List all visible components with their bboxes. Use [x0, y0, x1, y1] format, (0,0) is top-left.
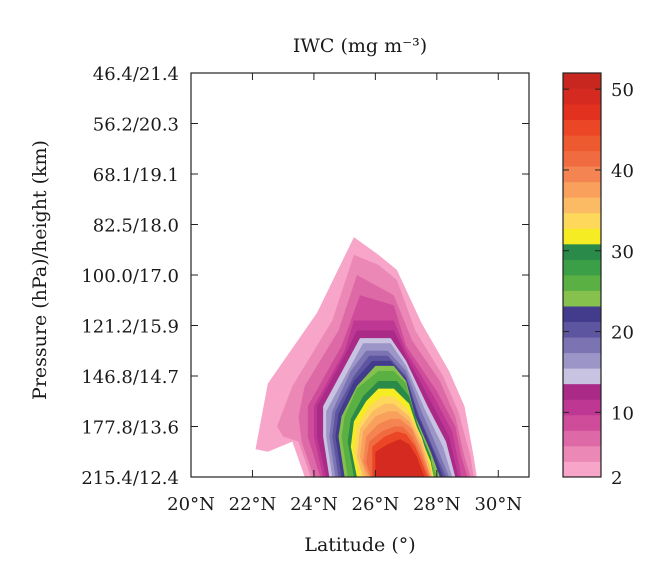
colorbar-tick-label: 30: [611, 242, 634, 263]
colorbar-swatch: [563, 212, 601, 229]
colorbar-swatch: [563, 445, 601, 462]
colorbar-tick-label: 20: [611, 323, 634, 344]
x-tick-label: 26°N: [352, 494, 400, 515]
colorbar-swatch: [563, 243, 601, 260]
colorbar-swatch: [563, 197, 601, 214]
colorbar-swatch: [563, 73, 601, 89]
colorbar: 2 10 20 30 40 50: [562, 72, 634, 489]
x-tick-label: 20°N: [167, 494, 215, 515]
colorbar-swatch: [563, 150, 601, 167]
contour-level-48: [375, 439, 425, 477]
colorbar-swatch: [563, 290, 601, 307]
colorbar-swatch: [563, 461, 601, 478]
x-tick-label: 28°N: [413, 494, 461, 515]
y-axis: 46.4/21.4 56.2/20.3 68.1/19.1 82.5/18.0 100.…: [81, 64, 529, 489]
x-axis-label: Latitude (°): [304, 534, 415, 556]
colorbar-swatch: [563, 306, 601, 323]
colorbar-swatch: [563, 228, 601, 245]
contour-fills: [255, 237, 477, 477]
colorbar-swatch: [563, 321, 601, 338]
colorbar-swatch: [563, 368, 601, 385]
colorbar-tick-label: 40: [611, 161, 634, 182]
colorbar-swatch: [563, 430, 601, 447]
colorbar-swatch: [563, 337, 601, 354]
y-axis-label: Pressure (hPa)/height (km): [29, 140, 51, 400]
colorbar-swatch: [563, 383, 601, 400]
y-tick-label: 121.2/15.9: [81, 317, 179, 338]
x-tick-label: 22°N: [229, 494, 277, 515]
y-tick-label: 56.2/20.3: [93, 115, 179, 136]
colorbar-tick-label: 2: [611, 468, 622, 489]
colorbar-swatch: [563, 166, 601, 183]
chart-title: IWC (mg m⁻³): [293, 35, 427, 57]
colorbar-swatch: [563, 88, 601, 105]
colorbar-swatch: [563, 181, 601, 198]
x-axis: 20°N 22°N 24°N 26°N 28°N 30°N: [167, 73, 522, 515]
x-tick-label: 24°N: [290, 494, 338, 515]
colorbar-swatch: [563, 399, 601, 416]
y-tick-label: 68.1/19.1: [93, 165, 179, 186]
colorbar-swatch: [563, 119, 601, 136]
colorbar-tick-label: 10: [611, 403, 634, 424]
colorbar-swatch: [563, 414, 601, 431]
colorbar-swatch: [563, 135, 601, 152]
colorbar-frame: [562, 72, 602, 478]
colorbar-swatch: [563, 352, 601, 369]
y-tick-label: 82.5/18.0: [93, 216, 179, 237]
colorbar-swatch: [563, 104, 601, 121]
x-tick-label: 30°N: [474, 494, 522, 515]
y-tick-label: 146.8/14.7: [81, 367, 179, 388]
colorbar-swatch: [563, 275, 601, 291]
colorbar-tick-label: 50: [611, 80, 634, 101]
y-tick-label: 215.4/12.4: [81, 468, 179, 489]
y-tick-label: 46.4/21.4: [93, 64, 179, 85]
colorbar-swatch: [563, 259, 601, 276]
y-tick-label: 100.0/17.0: [81, 266, 179, 287]
y-tick-label: 177.8/13.6: [81, 418, 179, 439]
